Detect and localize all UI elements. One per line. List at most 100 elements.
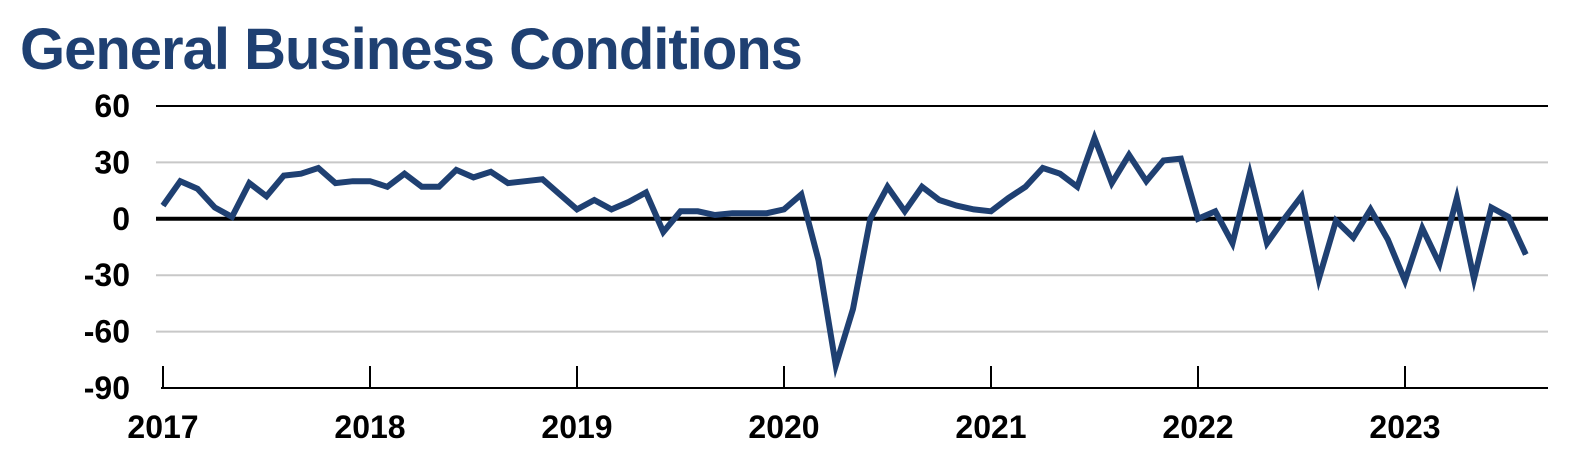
data-point (1232, 242, 1233, 244)
data-point (1007, 197, 1009, 199)
x-tick-label: 2020 (748, 409, 819, 445)
data-point (1404, 280, 1406, 282)
data-point (1094, 137, 1095, 139)
data-point (1318, 278, 1320, 280)
data-point (1042, 167, 1044, 169)
data-point (214, 207, 216, 208)
data-point (266, 195, 267, 197)
data-point (800, 193, 802, 195)
y-tick-label: 0 (112, 201, 130, 237)
data-point (352, 180, 354, 182)
data-point (438, 186, 440, 188)
x-tick-label: 2017 (127, 409, 198, 445)
data-point (1283, 218, 1285, 220)
data-point (680, 210, 681, 212)
data-point (1249, 173, 1251, 175)
data-point (973, 208, 975, 210)
y-tick-label: 30 (94, 144, 130, 180)
data-point (1525, 254, 1527, 255)
data-point (697, 210, 699, 212)
data-point (1025, 186, 1026, 188)
data-point (1508, 216, 1509, 218)
chart-title: General Business Conditions (20, 17, 803, 82)
data-point (1335, 220, 1337, 222)
data-point (473, 176, 474, 178)
data-point (1473, 278, 1475, 280)
data-point (197, 188, 198, 190)
data-point (1128, 154, 1130, 156)
y-tick-label: 60 (94, 88, 130, 124)
x-tick-label: 2022 (1162, 409, 1233, 445)
data-point (1145, 180, 1147, 182)
data-point (1111, 182, 1113, 184)
data-point (248, 182, 250, 184)
data-point (956, 205, 957, 207)
data-point (783, 208, 785, 210)
y-tick-label: -30 (84, 257, 130, 293)
data-point (749, 212, 750, 214)
data-point (731, 212, 733, 214)
data-point (490, 171, 492, 173)
data-point (300, 173, 302, 175)
data-point (369, 180, 371, 182)
x-tick-label: 2019 (541, 409, 612, 445)
data-point (1266, 242, 1268, 244)
data-point (714, 214, 716, 216)
gridlines (156, 105, 1548, 333)
data-point (1439, 263, 1440, 265)
data-point (1163, 160, 1164, 161)
data-point (231, 216, 233, 218)
data-point (421, 186, 423, 188)
data-point (628, 201, 630, 203)
data-point (1456, 197, 1458, 199)
data-point (162, 205, 164, 207)
data-point (593, 199, 595, 201)
data-point (921, 186, 923, 188)
data-point (835, 364, 837, 366)
data-point (904, 210, 906, 212)
data-point (317, 167, 319, 169)
data-point (852, 308, 854, 310)
x-tick-label: 2023 (1369, 409, 1440, 445)
data-point (1370, 208, 1371, 210)
data-point (1387, 239, 1389, 240)
data-point (1059, 173, 1061, 175)
data-point (283, 175, 285, 177)
data-point (887, 186, 888, 188)
data-point (1421, 227, 1423, 229)
y-tick-label: -90 (84, 370, 130, 406)
data-point (1301, 195, 1302, 197)
data-point (645, 192, 647, 193)
data-point (818, 259, 819, 261)
data-point (1214, 210, 1216, 212)
data-point (524, 180, 526, 182)
data-point (179, 180, 181, 182)
data-point (662, 231, 664, 233)
data-point (938, 199, 940, 201)
data-point (1490, 207, 1492, 208)
data-point (611, 208, 612, 210)
series-line (160, 129, 1529, 379)
data-point (990, 210, 992, 212)
data-point (455, 169, 457, 171)
x-tick-label: 2021 (955, 409, 1026, 445)
x-tick-label: 2018 (334, 409, 405, 445)
series-group (160, 129, 1529, 379)
data-point (559, 193, 561, 195)
data-point (1076, 186, 1078, 188)
data-point (542, 178, 543, 180)
data-point (1352, 237, 1354, 239)
x-axis: 2017 2018 2019 2020 2021 2022 2023 (127, 366, 1548, 445)
data-point (386, 186, 388, 188)
data-point (1180, 158, 1182, 160)
y-axis-tick-labels: 60 30 0 -30 -60 -90 (84, 88, 130, 406)
data-point (869, 218, 871, 220)
y-tick-label: -60 (84, 314, 130, 350)
data-point (507, 182, 509, 184)
data-point (404, 173, 405, 175)
data-point (335, 182, 336, 184)
data-point (766, 212, 768, 214)
data-point (1197, 218, 1199, 220)
data-point (576, 208, 578, 210)
